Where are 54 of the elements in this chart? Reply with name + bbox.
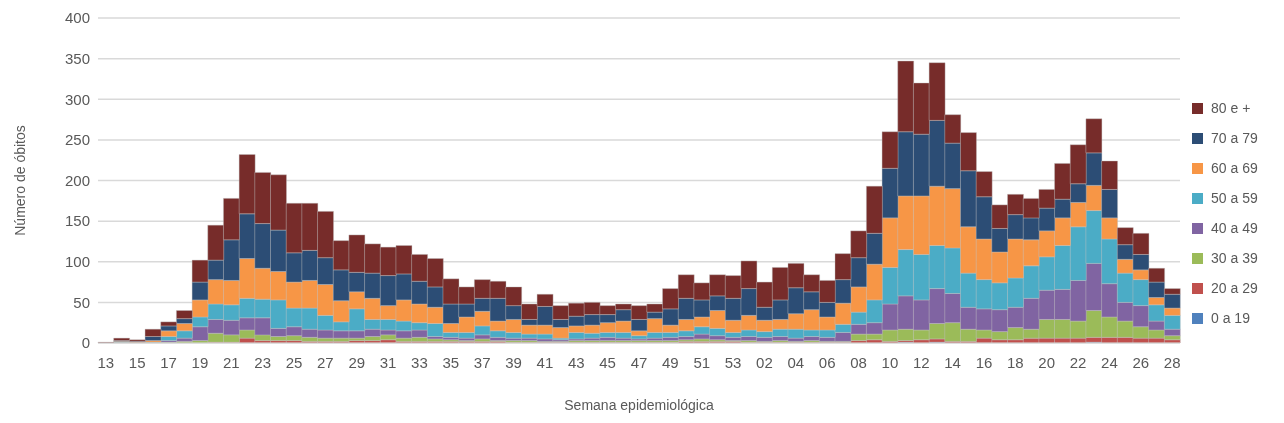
- x-tick-label: 31: [379, 353, 397, 371]
- y-tick-label: 300: [64, 90, 90, 108]
- x-tick-label: 04: [787, 353, 805, 371]
- y-axis-title: Número de óbitos: [11, 125, 28, 236]
- x-tick-label: 24: [1101, 353, 1118, 371]
- x-tick-label: 47: [630, 353, 648, 371]
- legend-label: 80 e +: [1211, 100, 1251, 116]
- x-tick-label: 08: [850, 353, 867, 371]
- legend-label: 40 a 49: [1211, 220, 1258, 236]
- legend-label: 0 a 19: [1211, 310, 1250, 326]
- legend-label: 50 a 59: [1211, 190, 1258, 206]
- x-tick-label: 18: [1007, 353, 1024, 371]
- y-tick-label: 50: [73, 293, 90, 311]
- x-tick-label: 39: [505, 353, 522, 371]
- x-tick-label: 35: [442, 353, 460, 371]
- x-tick-label: 02: [756, 353, 773, 371]
- y-tick-label: 350: [64, 49, 90, 67]
- x-tick-label: 16: [975, 353, 993, 371]
- y-tick-label: 250: [64, 131, 90, 149]
- x-tick-label: 51: [693, 353, 711, 371]
- x-tick-label: 28: [1163, 353, 1181, 371]
- x-tick-label: 22: [1069, 353, 1087, 371]
- x-tick-label: 23: [254, 353, 271, 371]
- x-tick-label: 53: [724, 353, 742, 371]
- y-tick-label: 100: [64, 253, 90, 271]
- x-tick-label: 29: [348, 353, 366, 371]
- x-tick-label: 25: [285, 353, 303, 371]
- legend-label: 70 a 79: [1211, 130, 1258, 146]
- x-axis-title: Semana epidemiológica: [564, 397, 714, 413]
- x-tick-label: 33: [411, 353, 428, 371]
- x-tick-label: 21: [222, 353, 240, 371]
- y-tick-label: 400: [64, 9, 90, 27]
- x-tick-label: 17: [160, 353, 177, 371]
- legend-label: 20 a 29: [1211, 280, 1258, 296]
- x-tick-label: 12: [912, 353, 930, 371]
- x-tick-label: 20: [1038, 353, 1056, 371]
- x-tick-label: 10: [881, 353, 899, 371]
- legend-label: 30 a 39: [1211, 250, 1258, 266]
- x-tick-label: 06: [818, 353, 836, 371]
- x-tick-label: 26: [1132, 353, 1150, 371]
- y-tick-label: 200: [64, 171, 90, 189]
- x-tick-label: 15: [128, 353, 146, 371]
- x-tick-label: 19: [191, 353, 209, 371]
- legend-label: 60 a 69: [1211, 160, 1258, 176]
- y-tick-label: 0: [81, 334, 90, 352]
- x-tick-label: 41: [536, 353, 554, 371]
- x-tick-label: 43: [567, 353, 585, 371]
- x-tick-label: 49: [662, 353, 679, 371]
- x-tick-label: 37: [473, 353, 491, 371]
- x-tick-label: 27: [317, 353, 334, 371]
- x-tick-label: 45: [599, 353, 616, 371]
- x-tick-label: 13: [97, 353, 115, 371]
- y-tick-label: 150: [64, 212, 90, 230]
- x-tick-label: 14: [944, 353, 961, 371]
